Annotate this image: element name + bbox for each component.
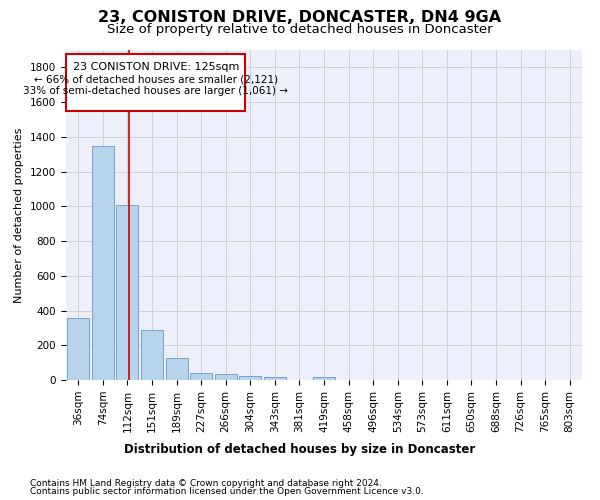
Bar — [190, 372, 212, 380]
Text: Size of property relative to detached houses in Doncaster: Size of property relative to detached ho… — [107, 22, 493, 36]
Y-axis label: Number of detached properties: Number of detached properties — [14, 128, 25, 302]
Text: Distribution of detached houses by size in Doncaster: Distribution of detached houses by size … — [124, 442, 476, 456]
Text: 23, CONISTON DRIVE, DONCASTER, DN4 9GA: 23, CONISTON DRIVE, DONCASTER, DN4 9GA — [98, 10, 502, 25]
Bar — [166, 358, 188, 380]
Text: 33% of semi-detached houses are larger (1,061) →: 33% of semi-detached houses are larger (… — [23, 86, 289, 97]
Bar — [264, 377, 286, 380]
Bar — [215, 374, 237, 380]
Bar — [92, 146, 114, 380]
Bar — [67, 318, 89, 380]
Bar — [313, 376, 335, 380]
Bar — [116, 204, 139, 380]
Bar — [141, 330, 163, 380]
Text: Contains public sector information licensed under the Open Government Licence v3: Contains public sector information licen… — [30, 488, 424, 496]
FancyBboxPatch shape — [67, 54, 245, 111]
Bar — [239, 376, 262, 380]
Text: 23 CONISTON DRIVE: 125sqm: 23 CONISTON DRIVE: 125sqm — [73, 62, 239, 72]
Text: ← 66% of detached houses are smaller (2,121): ← 66% of detached houses are smaller (2,… — [34, 74, 278, 85]
Text: Contains HM Land Registry data © Crown copyright and database right 2024.: Contains HM Land Registry data © Crown c… — [30, 478, 382, 488]
